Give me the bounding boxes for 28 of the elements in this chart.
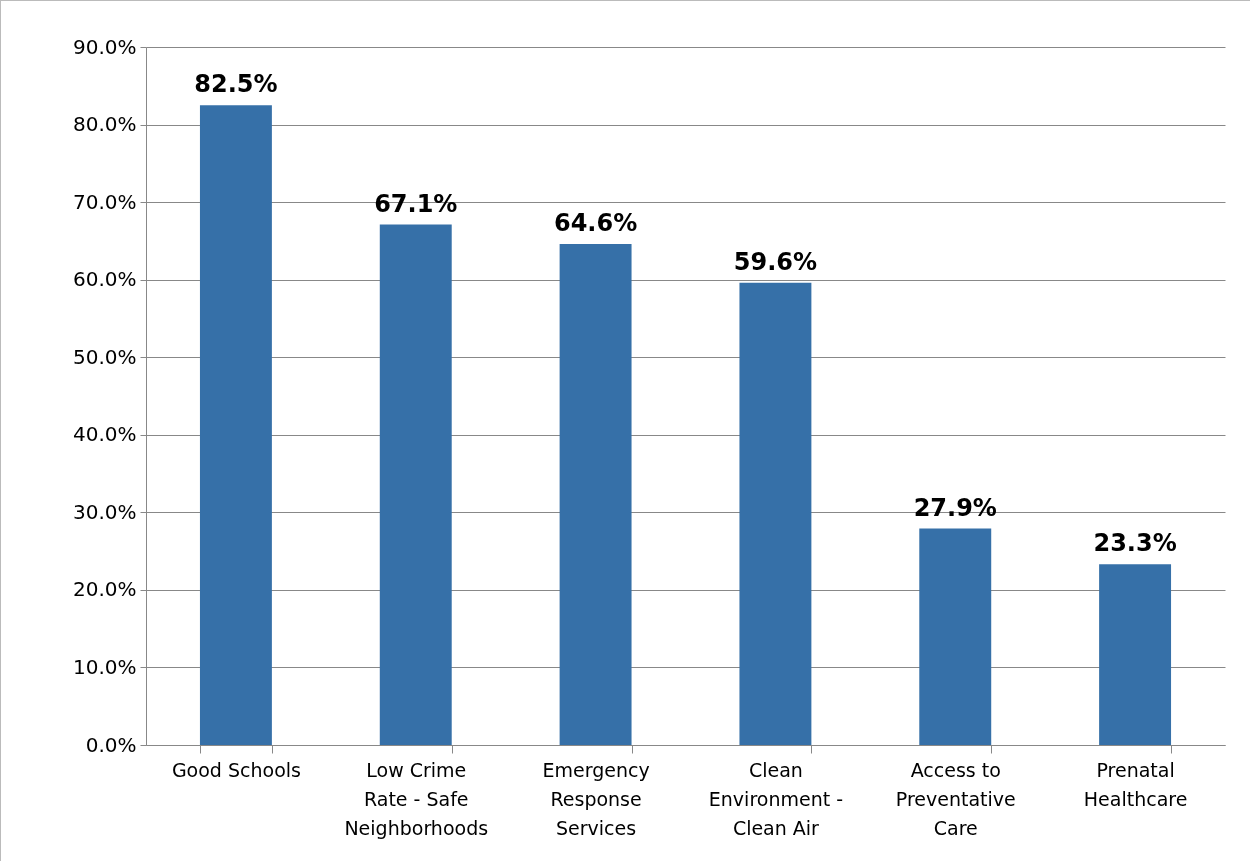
x-tick-label: Emergency Response Services: [542, 758, 650, 839]
y-tick-label: 70.0%: [72, 189, 137, 214]
data-label: 23.3%: [1093, 529, 1177, 558]
y-tick-label: 60.0%: [72, 267, 137, 292]
y-tick-label: 30.0%: [72, 499, 137, 524]
y-tick-label: 80.0%: [72, 112, 137, 137]
x-tick-label: Clean Environment - Clean Air: [708, 758, 844, 839]
x-tick-label: Access to Preventative Care: [895, 758, 1016, 839]
data-label: 27.9%: [913, 493, 997, 522]
bar: [1099, 564, 1172, 745]
y-tick-label: 50.0%: [72, 344, 137, 369]
x-tick-label: Good Schools: [171, 758, 301, 781]
y-tick-label: 10.0%: [72, 654, 137, 679]
data-label: 64.6%: [553, 208, 638, 237]
data-label: 67.1%: [374, 189, 458, 218]
data-label: 59.6%: [733, 247, 818, 276]
bar: [739, 282, 812, 745]
bar: [919, 528, 992, 745]
data-label: 82.5%: [194, 70, 278, 99]
y-tick-label: 90.0%: [72, 34, 137, 59]
bar: [379, 224, 452, 745]
bar: [559, 243, 632, 745]
y-tick-label: 20.0%: [72, 577, 137, 602]
y-tick-label: 0.0%: [85, 732, 137, 757]
x-tick-label: Low Crime Rate - Safe Neighborhoods: [344, 758, 489, 839]
bar: [199, 105, 272, 745]
x-tick-label: Prenatal Healthcare: [1083, 758, 1188, 810]
y-tick-label: 40.0%: [72, 422, 137, 447]
